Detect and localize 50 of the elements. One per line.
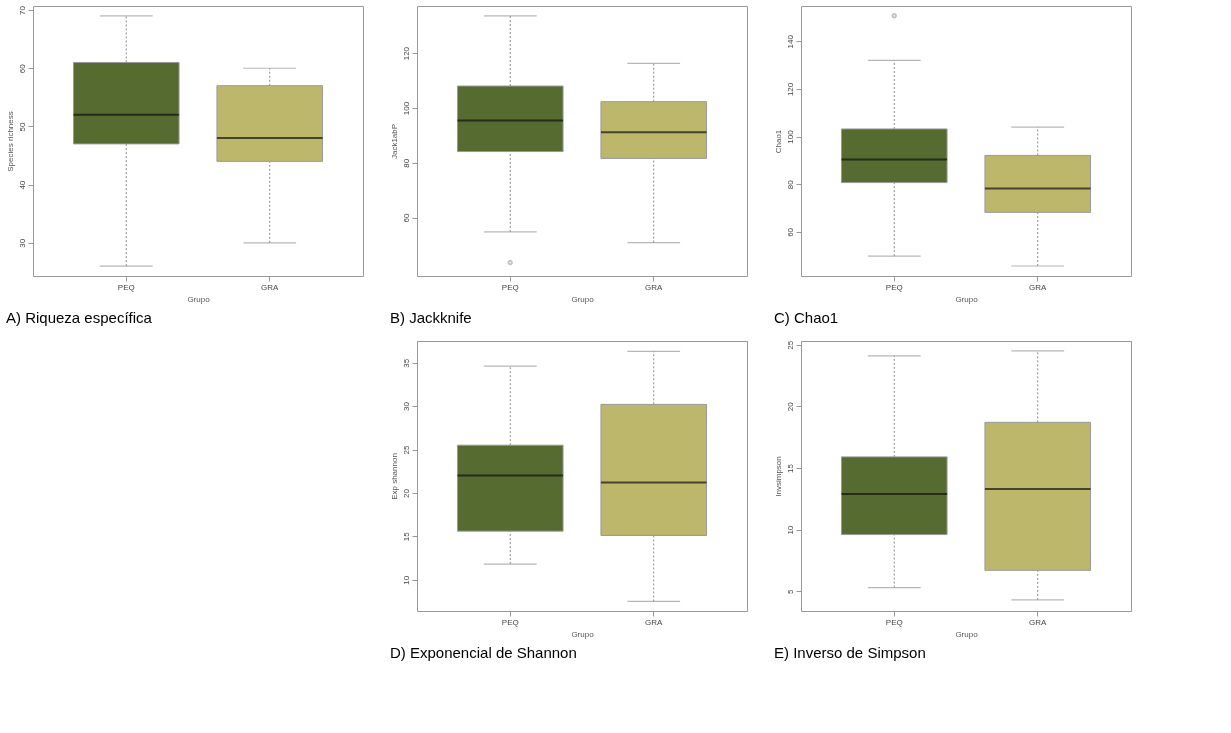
y-tick-label: 60: [785, 227, 795, 237]
text: D) Exponencial de Shannon: [390, 644, 577, 661]
y-tick-label: 15: [401, 531, 411, 542]
y-tick-label: 140: [785, 34, 795, 49]
y-tick-label: 120: [401, 46, 411, 61]
y-tick-label: 70: [17, 5, 27, 16]
x-axis-title: Grupo: [571, 294, 595, 304]
x-tick-label: PEQ: [501, 282, 519, 292]
y-axis-title: Exp shannon: [389, 453, 399, 500]
x-tick-label: GRA: [645, 282, 664, 292]
x-axis-title: Grupo: [955, 294, 979, 304]
y-tick-label: 25: [401, 445, 411, 455]
x-tick-label: PEQ: [501, 617, 519, 627]
x-axis-title: Grupo: [955, 629, 979, 639]
y-tick-label: 15: [785, 463, 795, 473]
y-axis-title: Species richness: [5, 111, 15, 172]
text: B) Jackknife: [390, 309, 472, 326]
x-tick-label: GRA: [1029, 617, 1048, 627]
y-axis-title: Invsimpson: [773, 456, 783, 497]
x-tick-label: PEQ: [117, 282, 135, 292]
y-axis-title: Chao1: [773, 129, 783, 154]
x-tick-label: GRA: [261, 282, 280, 292]
text: E) Inverso de Simpson: [774, 644, 926, 661]
y-tick-label: 80: [401, 158, 411, 168]
y-tick-label: 20: [785, 401, 795, 412]
y-tick-label: 35: [401, 358, 411, 368]
text: C) Chao1: [774, 309, 839, 326]
y-tick-label: 25: [785, 340, 795, 350]
y-tick-label: 60: [17, 63, 27, 74]
x-tick-label: GRA: [1029, 282, 1048, 292]
x-axis-title: Grupo: [571, 629, 595, 639]
y-tick-label: 30: [17, 238, 27, 248]
y-tick-label: 20: [401, 488, 411, 498]
y-tick-label: 50: [17, 121, 27, 132]
y-tick-label: 30: [401, 401, 411, 412]
x-tick-label: PEQ: [885, 617, 903, 627]
x-tick-label: PEQ: [885, 282, 903, 292]
y-tick-label: 5: [785, 589, 795, 594]
y-axis-title: Jack1abP: [389, 123, 399, 160]
x-axis-title: Grupo: [187, 294, 211, 304]
y-tick-label: 10: [401, 575, 411, 585]
text: A) Riqueza específica: [6, 309, 153, 326]
y-tick-label: 120: [785, 82, 795, 97]
y-tick-label: 40: [17, 180, 27, 190]
y-tick-label: 80: [785, 179, 795, 190]
y-tick-label: 100: [785, 129, 795, 144]
y-tick-label: 10: [785, 525, 795, 535]
x-tick-label: GRA: [645, 617, 664, 627]
y-tick-label: 100: [401, 101, 411, 116]
y-tick-label: 60: [401, 213, 411, 223]
